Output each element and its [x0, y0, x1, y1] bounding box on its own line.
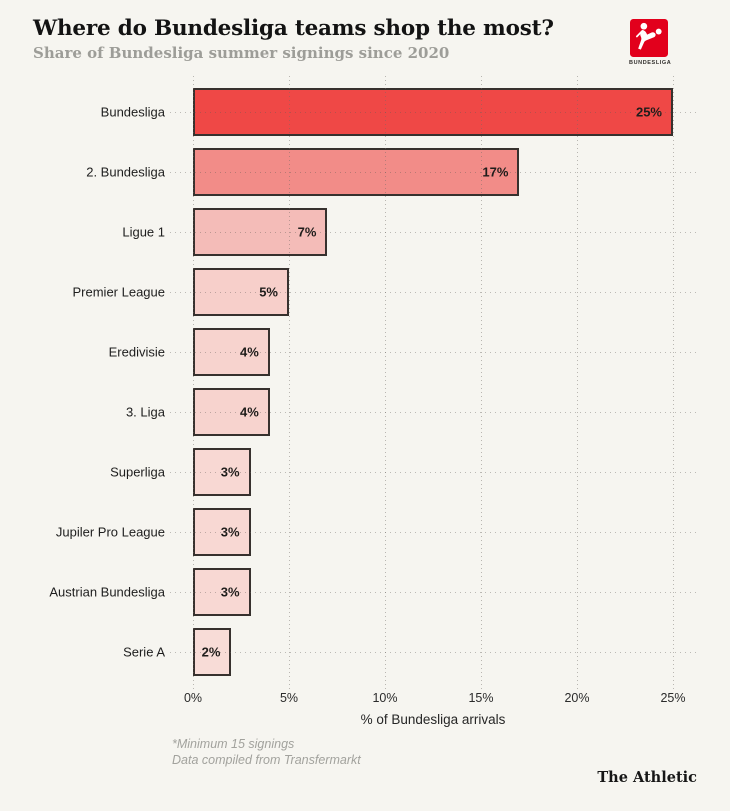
row-leader-dots	[170, 652, 700, 653]
category-label: Bundesliga	[100, 104, 165, 120]
row-leader-dots	[170, 172, 700, 173]
bar-value-label: 5%	[259, 284, 278, 300]
bar-row: Ligue 1 7%	[0, 202, 730, 262]
bundesliga-logo: BUNDESLIGA	[629, 19, 672, 66]
bar-row: Premier League 5%	[0, 262, 730, 322]
x-tick-label: 5%	[279, 691, 299, 705]
x-tick-label: 0%	[183, 691, 203, 705]
row-leader-dots	[170, 592, 700, 593]
gridline-20%	[576, 76, 578, 692]
bar-row: Serie A 2%	[0, 622, 730, 682]
row-leader-dots	[170, 532, 700, 533]
row-leader-dots	[170, 412, 700, 413]
bundesliga-logo-caption: BUNDESLIGA	[629, 60, 672, 66]
footnote-minimum: *Minimum 15 signings	[172, 737, 295, 751]
category-label: Austrian Bundesliga	[49, 584, 165, 600]
category-label: Eredivisie	[108, 344, 165, 360]
category-label: Serie A	[123, 644, 165, 660]
x-tick-label: 15%	[468, 691, 494, 705]
gridline-5%	[288, 76, 290, 692]
bundesliga-logo-icon	[630, 19, 668, 57]
category-label: 3. Liga	[125, 404, 165, 420]
x-tick-label: 25%	[660, 691, 686, 705]
row-leader-dots	[170, 292, 700, 293]
gridline-10%	[384, 76, 386, 692]
bar: 7%	[193, 208, 328, 256]
bar-row: Jupiler Pro League 3%	[0, 502, 730, 562]
bar-row: Austrian Bundesliga 3%	[0, 562, 730, 622]
row-leader-dots	[170, 472, 700, 473]
row-leader-dots	[170, 112, 700, 113]
category-label: 2. Bundesliga	[86, 164, 165, 180]
bar-row: 3. Liga 4%	[0, 382, 730, 442]
bar-value-label: 25%	[635, 104, 662, 120]
category-label: Premier League	[72, 284, 166, 300]
row-leader-dots	[170, 352, 700, 353]
category-label: Superliga	[110, 464, 165, 480]
page-title: Where do Bundesliga teams shop the most?	[33, 16, 554, 41]
gridline-15%	[480, 76, 482, 692]
category-label: Jupiler Pro League	[55, 524, 165, 540]
bar-value-label: 4%	[240, 344, 259, 360]
bar: 17%	[193, 148, 520, 196]
bar-value-label: 3%	[220, 524, 240, 540]
bar-row: Bundesliga 25%	[0, 82, 730, 142]
bar-value-label: 17%	[482, 164, 509, 180]
footnote-source: Data compiled from Transfermarkt	[172, 753, 361, 767]
bar-value-label: 2%	[201, 644, 221, 660]
bar-value-label: 3%	[220, 464, 240, 480]
bar-row: Superliga 3%	[0, 442, 730, 502]
gridline-0%	[192, 76, 194, 692]
bar: 5%	[193, 268, 289, 316]
page-subtitle: Share of Bundesliga summer signings sinc…	[33, 44, 450, 62]
x-axis-title: % of Bundesliga arrivals	[360, 712, 506, 727]
bar-row: Eredivisie 4%	[0, 322, 730, 382]
bar: 2%	[193, 628, 232, 676]
gridline-25%	[672, 76, 674, 692]
bar-value-label: 7%	[297, 224, 317, 240]
row-leader-dots	[170, 232, 700, 233]
bar: 3%	[193, 508, 251, 556]
bar-value-label: 3%	[220, 584, 240, 600]
bar: 3%	[193, 568, 251, 616]
bar-row: 2. Bundesliga 17%	[0, 142, 730, 202]
x-tick-label: 20%	[564, 691, 590, 705]
the-athletic-wordmark: The Athletic	[597, 769, 697, 786]
bar: 4%	[193, 328, 270, 376]
category-label: Ligue 1	[122, 224, 165, 240]
bar: 3%	[193, 448, 251, 496]
x-tick-label: 10%	[372, 691, 398, 705]
bar: 4%	[193, 388, 270, 436]
bar: 25%	[193, 88, 673, 136]
bar-value-label: 4%	[240, 404, 259, 420]
